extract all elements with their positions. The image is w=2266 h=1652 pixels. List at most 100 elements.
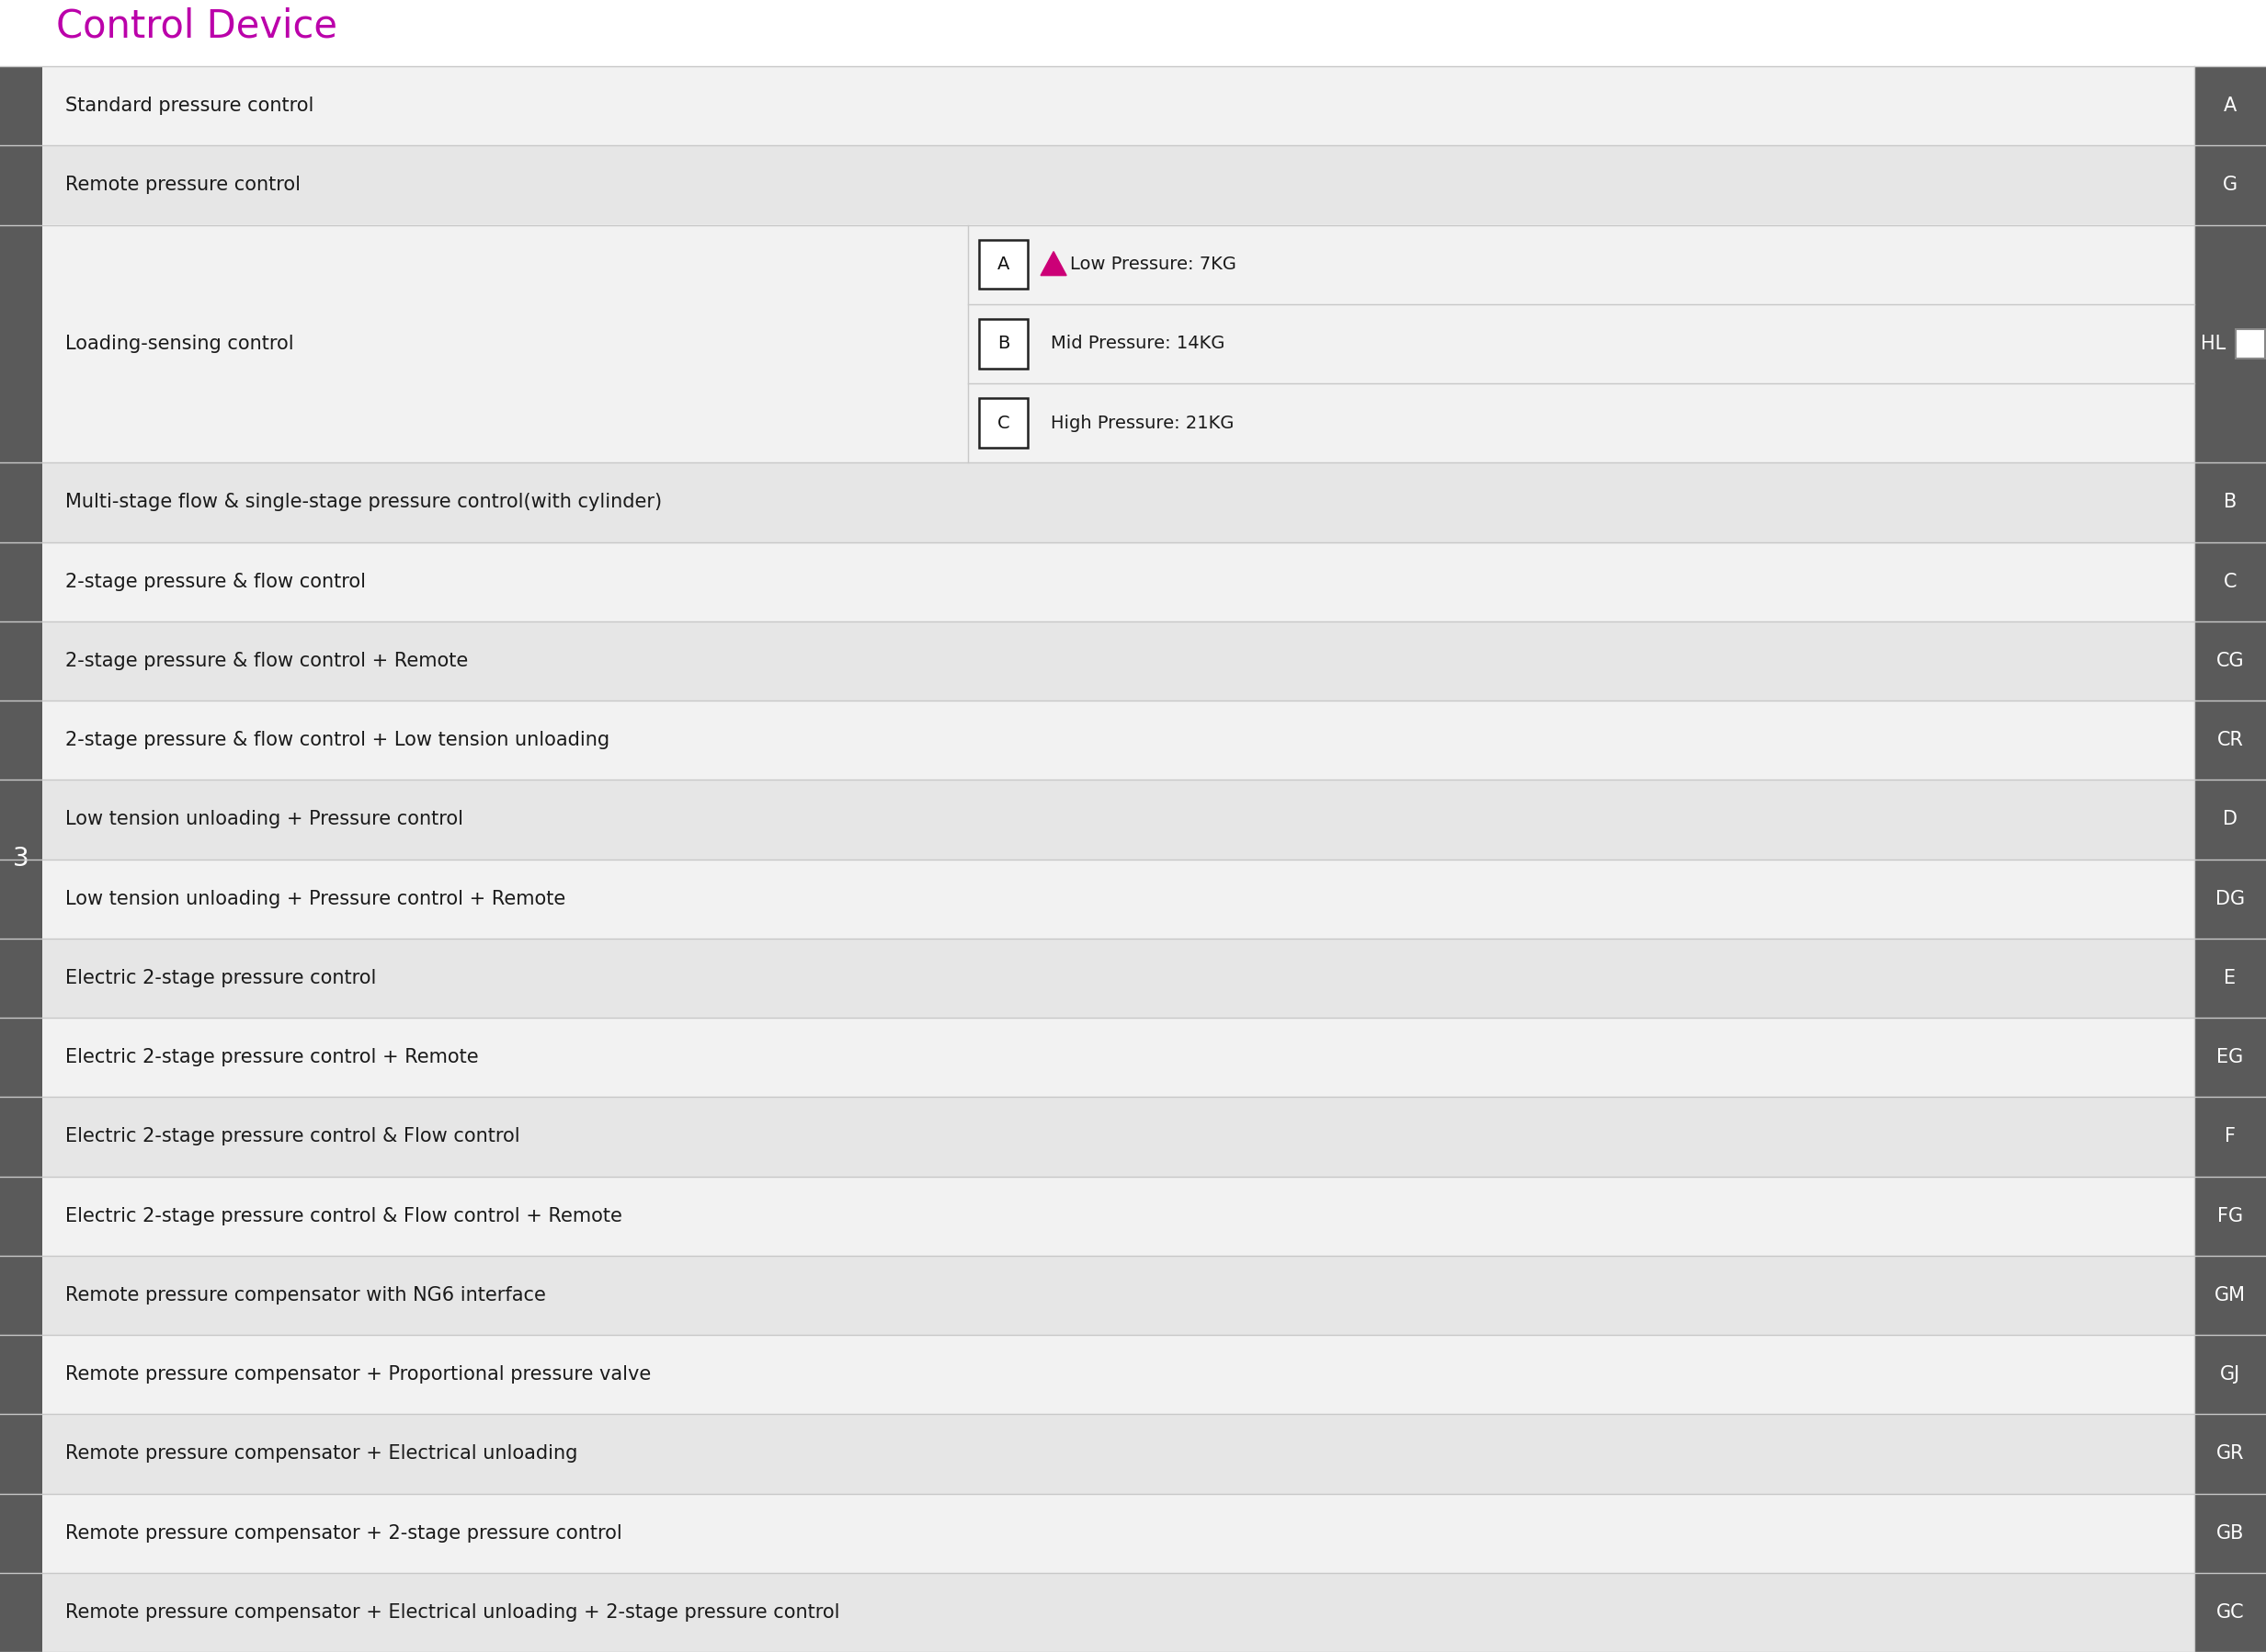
Polygon shape	[1040, 251, 1067, 276]
Bar	[2193, 780, 2266, 859]
Bar	[2193, 938, 2266, 1018]
Text: Remote pressure compensator + Electrical unloading + 2-stage pressure control: Remote pressure compensator + Electrical…	[66, 1602, 841, 1622]
Bar	[2193, 1335, 2266, 1414]
Bar	[43, 621, 2193, 700]
Text: B: B	[2223, 492, 2237, 512]
Text: Loading-sensing control: Loading-sensing control	[66, 334, 295, 354]
Bar	[43, 1018, 2193, 1097]
Bar	[43, 145, 2193, 225]
Bar	[0, 1414, 43, 1493]
Bar	[43, 542, 2193, 621]
Bar	[43, 1573, 2193, 1652]
Text: HL: HL	[2200, 334, 2225, 354]
Text: C: C	[997, 415, 1011, 431]
Bar	[2193, 1573, 2266, 1652]
Text: Mid Pressure: 14KG: Mid Pressure: 14KG	[1051, 335, 1226, 352]
Bar	[43, 859, 2193, 938]
Bar	[0, 1018, 43, 1097]
Text: Electric 2-stage pressure control & Flow control + Remote: Electric 2-stage pressure control & Flow…	[66, 1206, 623, 1226]
Text: EG: EG	[2216, 1047, 2243, 1067]
Text: Remote pressure compensator + Electrical unloading: Remote pressure compensator + Electrical…	[66, 1444, 578, 1464]
Text: 2-stage pressure & flow control: 2-stage pressure & flow control	[66, 572, 365, 591]
Bar	[2193, 621, 2266, 700]
Bar	[0, 225, 43, 463]
Text: FG: FG	[2216, 1206, 2243, 1226]
Bar	[979, 398, 1029, 448]
Bar	[0, 859, 43, 938]
Text: DG: DG	[2216, 889, 2246, 909]
Text: CG: CG	[2216, 651, 2243, 671]
Bar	[43, 780, 2193, 859]
Bar	[0, 780, 43, 859]
Bar	[43, 1335, 2193, 1414]
Bar	[0, 621, 43, 700]
Text: GR: GR	[2216, 1444, 2243, 1464]
Bar	[0, 463, 43, 542]
Text: A: A	[997, 256, 1008, 273]
Text: 2-stage pressure & flow control + Low tension unloading: 2-stage pressure & flow control + Low te…	[66, 730, 610, 750]
Text: 3: 3	[14, 846, 29, 872]
Bar	[979, 319, 1029, 368]
Text: Control Device: Control Device	[57, 7, 338, 46]
Bar	[2193, 1414, 2266, 1493]
Text: GM: GM	[2214, 1285, 2246, 1305]
Text: Remote pressure control: Remote pressure control	[66, 175, 301, 195]
Bar	[0, 1176, 43, 1256]
Bar	[2237, 329, 2266, 358]
Bar	[2193, 463, 2266, 542]
Text: Remote pressure compensator + 2-stage pressure control: Remote pressure compensator + 2-stage pr…	[66, 1523, 623, 1543]
Text: G: G	[2223, 175, 2237, 195]
Bar	[43, 463, 2193, 542]
Bar	[0, 1493, 43, 1573]
Text: CR: CR	[2216, 730, 2243, 750]
Text: B: B	[997, 335, 1008, 352]
Text: 2-stage pressure & flow control + Remote: 2-stage pressure & flow control + Remote	[66, 651, 469, 671]
Bar	[2193, 859, 2266, 938]
Bar	[43, 1256, 2193, 1335]
Text: F: F	[2225, 1127, 2237, 1146]
Text: Remote pressure compensator with NG6 interface: Remote pressure compensator with NG6 int…	[66, 1285, 546, 1305]
Text: Low tension unloading + Pressure control + Remote: Low tension unloading + Pressure control…	[66, 889, 566, 909]
Bar	[0, 1256, 43, 1335]
Bar	[43, 66, 2193, 145]
Text: Low tension unloading + Pressure control: Low tension unloading + Pressure control	[66, 809, 462, 829]
Bar	[2193, 1493, 2266, 1573]
Text: Electric 2-stage pressure control + Remote: Electric 2-stage pressure control + Remo…	[66, 1047, 478, 1067]
Text: Electric 2-stage pressure control & Flow control: Electric 2-stage pressure control & Flow…	[66, 1127, 519, 1146]
Text: GJ: GJ	[2221, 1365, 2241, 1384]
Bar	[43, 1493, 2193, 1573]
Text: A: A	[2223, 97, 2237, 116]
Text: High Pressure: 21KG: High Pressure: 21KG	[1051, 415, 1235, 431]
Bar	[2193, 1256, 2266, 1335]
Bar	[2193, 66, 2266, 145]
Bar	[2193, 1097, 2266, 1176]
Bar	[0, 1573, 43, 1652]
Text: Electric 2-stage pressure control: Electric 2-stage pressure control	[66, 968, 376, 988]
Bar	[43, 700, 2193, 780]
Bar	[43, 225, 2193, 463]
Text: E: E	[2225, 968, 2237, 988]
Bar	[0, 66, 43, 145]
Bar	[0, 1335, 43, 1414]
Bar	[0, 938, 43, 1018]
Bar	[43, 1097, 2193, 1176]
Bar	[2193, 1018, 2266, 1097]
Text: Low Pressure: 7KG: Low Pressure: 7KG	[1070, 256, 1237, 273]
Bar	[43, 1414, 2193, 1493]
Bar	[0, 1097, 43, 1176]
Bar	[0, 700, 43, 780]
Text: Multi-stage flow & single-stage pressure control(with cylinder): Multi-stage flow & single-stage pressure…	[66, 492, 662, 512]
Text: Remote pressure compensator + Proportional pressure valve: Remote pressure compensator + Proportion…	[66, 1365, 650, 1384]
Bar	[0, 145, 43, 225]
Text: GC: GC	[2216, 1602, 2243, 1622]
Text: C: C	[2223, 572, 2237, 591]
Bar	[2193, 542, 2266, 621]
Text: Standard pressure control: Standard pressure control	[66, 97, 313, 116]
Bar	[0, 542, 43, 621]
Bar	[2193, 145, 2266, 225]
Bar	[43, 938, 2193, 1018]
Bar	[2193, 1176, 2266, 1256]
Bar	[979, 240, 1029, 289]
Text: D: D	[2223, 809, 2237, 829]
Bar	[2193, 700, 2266, 780]
